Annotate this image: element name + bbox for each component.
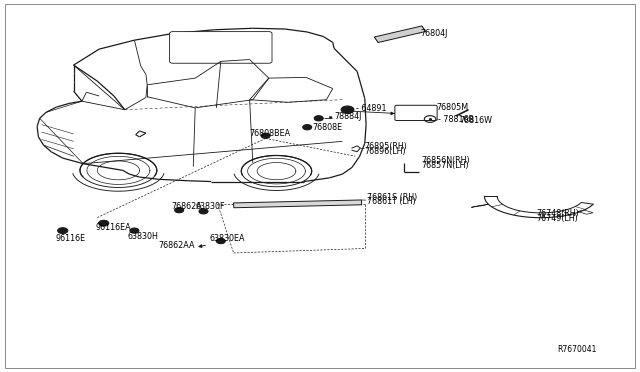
Text: 78816W: 78816W bbox=[460, 116, 493, 125]
Circle shape bbox=[216, 238, 225, 244]
Circle shape bbox=[101, 222, 106, 225]
Circle shape bbox=[60, 229, 65, 232]
Text: 76748(RH): 76748(RH) bbox=[536, 209, 579, 218]
Text: 76805M: 76805M bbox=[436, 103, 468, 112]
Text: 76862AA: 76862AA bbox=[159, 241, 195, 250]
Text: 76804J: 76804J bbox=[420, 29, 448, 38]
Polygon shape bbox=[374, 26, 426, 42]
Polygon shape bbox=[471, 204, 488, 207]
Text: - 64891: - 64891 bbox=[356, 105, 387, 113]
Circle shape bbox=[99, 220, 109, 226]
Text: 76856N(RH): 76856N(RH) bbox=[421, 156, 470, 165]
Text: 78884J: 78884J bbox=[334, 112, 362, 121]
Text: 96116EA: 96116EA bbox=[96, 223, 132, 232]
Circle shape bbox=[130, 228, 139, 233]
Circle shape bbox=[199, 209, 208, 214]
Text: - 78816B: - 78816B bbox=[438, 115, 474, 124]
FancyBboxPatch shape bbox=[170, 32, 272, 63]
Text: 63830F: 63830F bbox=[196, 202, 225, 211]
Polygon shape bbox=[578, 210, 593, 214]
Circle shape bbox=[303, 125, 312, 130]
Text: 76861S (RH): 76861S (RH) bbox=[367, 193, 418, 202]
Circle shape bbox=[175, 208, 184, 213]
Text: 76749(LH): 76749(LH) bbox=[536, 214, 578, 223]
Text: 76857N(LH): 76857N(LH) bbox=[421, 161, 468, 170]
Circle shape bbox=[341, 106, 354, 113]
Circle shape bbox=[314, 116, 323, 121]
Text: 76808BEA: 76808BEA bbox=[250, 129, 291, 138]
FancyBboxPatch shape bbox=[395, 105, 437, 121]
Text: R7670041: R7670041 bbox=[557, 345, 596, 354]
Text: 76896(LH): 76896(LH) bbox=[365, 147, 406, 155]
Text: 63830EA: 63830EA bbox=[210, 234, 245, 243]
Polygon shape bbox=[234, 200, 362, 208]
Text: 76895(RH): 76895(RH) bbox=[365, 142, 408, 151]
Text: 96116E: 96116E bbox=[55, 234, 85, 243]
Text: 76862A: 76862A bbox=[172, 202, 202, 211]
Circle shape bbox=[344, 108, 351, 112]
Text: 63830H: 63830H bbox=[128, 232, 159, 241]
Text: 76808E: 76808E bbox=[312, 123, 342, 132]
Circle shape bbox=[58, 228, 68, 234]
Circle shape bbox=[261, 133, 270, 138]
Text: 76861T (LH): 76861T (LH) bbox=[367, 198, 416, 206]
